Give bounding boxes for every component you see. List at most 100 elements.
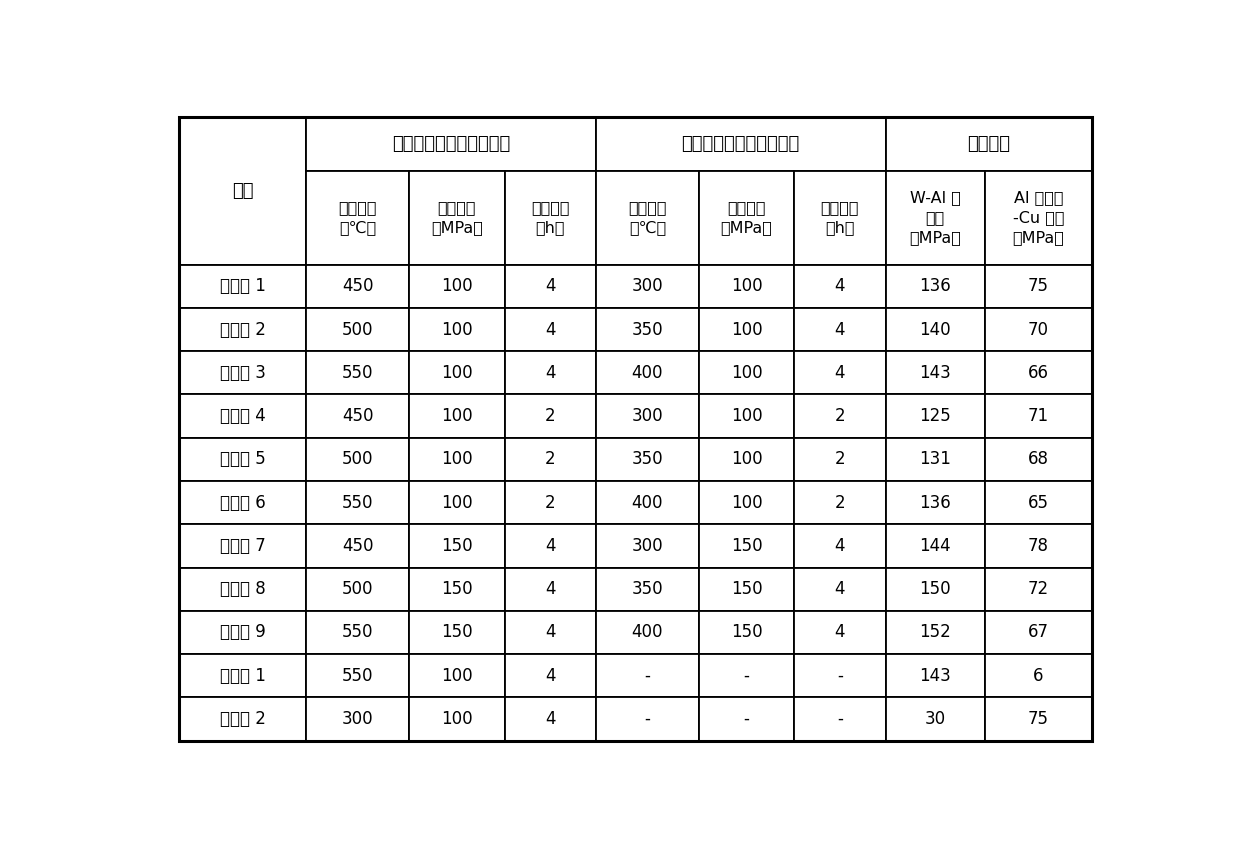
Text: 450: 450	[342, 537, 373, 555]
Bar	[885, 117, 1092, 170]
Text: 焊接时间
（h）: 焊接时间 （h）	[531, 201, 569, 235]
Bar	[985, 352, 1092, 395]
Text: 2: 2	[544, 450, 556, 469]
Bar	[985, 170, 1092, 265]
Text: 78: 78	[1028, 537, 1049, 555]
Bar	[795, 697, 885, 740]
Bar	[985, 395, 1092, 438]
Bar	[409, 438, 505, 481]
Text: 4: 4	[835, 277, 846, 295]
Text: 4: 4	[835, 537, 846, 555]
Text: 150: 150	[730, 537, 763, 555]
Bar	[306, 481, 409, 524]
Text: 焊接强度: 焊接强度	[967, 135, 1011, 153]
Bar	[595, 481, 699, 524]
Text: -: -	[645, 667, 650, 685]
Bar	[699, 524, 795, 567]
Text: -: -	[837, 710, 843, 728]
Text: 焊接时间
（h）: 焊接时间 （h）	[821, 201, 859, 235]
Text: 500: 500	[342, 580, 373, 599]
Text: 实施例 9: 实施例 9	[219, 623, 265, 642]
Text: 4: 4	[544, 580, 556, 599]
Text: 100: 100	[730, 364, 763, 382]
Bar	[179, 697, 306, 740]
Text: -: -	[744, 667, 749, 685]
Bar	[985, 308, 1092, 352]
Text: 2: 2	[835, 450, 846, 469]
Text: W-Al 中
间层
（MPa）: W-Al 中 间层 （MPa）	[909, 191, 961, 245]
Bar	[409, 265, 505, 308]
Text: 450: 450	[342, 277, 373, 295]
Text: 136: 136	[919, 277, 951, 295]
Text: 150: 150	[441, 623, 472, 642]
Text: 150: 150	[730, 623, 763, 642]
Bar	[306, 352, 409, 395]
Bar	[595, 654, 699, 697]
Text: 2: 2	[835, 494, 846, 512]
Text: 550: 550	[342, 364, 373, 382]
Bar	[306, 308, 409, 352]
Bar	[795, 438, 885, 481]
Text: 131: 131	[919, 450, 951, 469]
Bar	[699, 697, 795, 740]
Bar	[985, 481, 1092, 524]
Text: 400: 400	[631, 623, 663, 642]
Bar	[179, 395, 306, 438]
Text: 500: 500	[342, 450, 373, 469]
Bar	[179, 654, 306, 697]
Bar	[795, 308, 885, 352]
Bar	[699, 611, 795, 654]
Text: 2: 2	[835, 407, 846, 425]
Text: 144: 144	[919, 537, 951, 555]
Text: 第一次热等静压扩散焊接: 第一次热等静压扩散焊接	[392, 135, 510, 153]
Text: 4: 4	[835, 580, 846, 599]
Bar	[306, 170, 409, 265]
Text: 4: 4	[544, 364, 556, 382]
Bar	[306, 524, 409, 567]
Text: 实施例 4: 实施例 4	[219, 407, 265, 425]
Text: 4: 4	[835, 623, 846, 642]
Bar	[595, 395, 699, 438]
Bar	[595, 352, 699, 395]
Bar	[885, 395, 985, 438]
Text: 450: 450	[342, 407, 373, 425]
Bar	[409, 170, 505, 265]
Text: Al 中间层
-Cu 背板
（MPa）: Al 中间层 -Cu 背板 （MPa）	[1012, 191, 1064, 245]
Bar	[505, 308, 595, 352]
Bar	[985, 524, 1092, 567]
Bar	[885, 438, 985, 481]
Text: 300: 300	[631, 407, 663, 425]
Text: 实施例 1: 实施例 1	[219, 277, 265, 295]
Text: 焊接温度
（℃）: 焊接温度 （℃）	[339, 201, 377, 235]
Text: 100: 100	[730, 494, 763, 512]
Bar	[505, 395, 595, 438]
Text: 2: 2	[544, 407, 556, 425]
Bar	[885, 611, 985, 654]
Bar	[595, 308, 699, 352]
Bar	[505, 352, 595, 395]
Bar	[179, 524, 306, 567]
Bar	[505, 611, 595, 654]
Bar	[505, 170, 595, 265]
Text: 400: 400	[631, 494, 663, 512]
Bar	[505, 265, 595, 308]
Bar	[985, 654, 1092, 697]
Bar	[795, 654, 885, 697]
Bar	[595, 438, 699, 481]
Bar	[409, 352, 505, 395]
Text: 实施例 3: 实施例 3	[219, 364, 265, 382]
Bar	[505, 654, 595, 697]
Bar	[595, 265, 699, 308]
Text: 对比例 1: 对比例 1	[219, 667, 265, 685]
Bar	[595, 524, 699, 567]
Text: 143: 143	[919, 364, 951, 382]
Text: 150: 150	[441, 580, 472, 599]
Text: 300: 300	[631, 537, 663, 555]
Bar	[306, 567, 409, 611]
Bar	[505, 481, 595, 524]
Text: 焊接压力
（MPa）: 焊接压力 （MPa）	[432, 201, 482, 235]
Text: 对比例 2: 对比例 2	[219, 710, 265, 728]
Text: 140: 140	[919, 320, 951, 339]
Text: 4: 4	[835, 364, 846, 382]
Bar	[699, 438, 795, 481]
